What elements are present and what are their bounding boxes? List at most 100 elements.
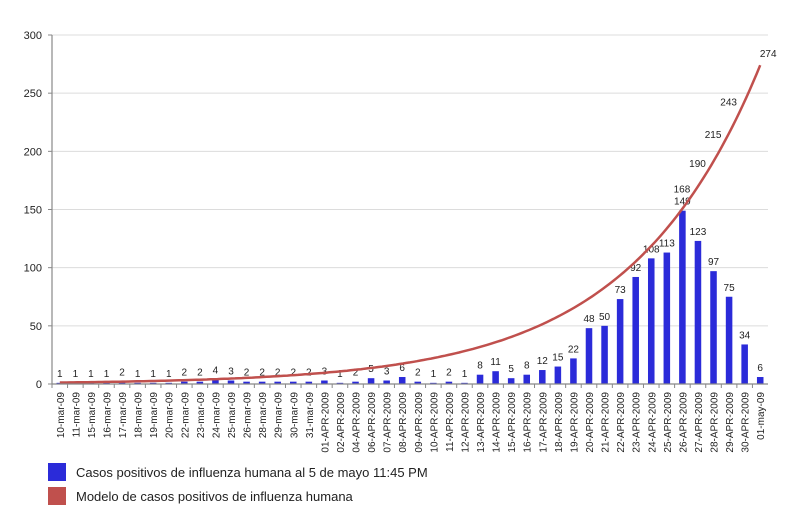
y-tick-label: 150 [24,205,42,217]
x-tick-label: 16-APR-2009 [523,392,534,453]
bar [601,325,608,384]
x-tick-label: 11-mar-09 [71,392,82,438]
bar-value-label: 1 [135,369,141,380]
legend-swatch-red [48,487,66,505]
bar-value-label: 5 [508,364,514,375]
bar [679,210,686,384]
bar [181,381,188,384]
x-tick-label: 23-mar-09 [196,392,207,439]
x-tick-label: 19-APR-2009 [569,392,580,453]
bar-value-label: 34 [739,330,751,341]
bar-value-label: 149 [674,197,691,208]
bar-series [56,210,764,384]
x-tick-label: 02-APR-2009 [336,392,347,453]
y-tick-label: 200 [24,146,42,158]
y-tick-label: 300 [24,30,42,42]
bar [398,377,406,384]
y-tick-label: 100 [24,263,42,275]
bar [647,258,655,384]
bar [585,328,593,384]
bar [694,240,702,384]
bar-value-label: 1 [166,369,172,380]
bar [227,380,235,384]
x-tick-label: 11-APR-2009 [445,392,456,452]
bar [258,381,266,384]
bar-value-label: 12 [537,356,549,367]
bar [632,276,639,384]
legend-item-cases: Casos positivos de influenza humana al 5… [48,460,428,484]
bar [725,296,733,384]
bar-value-label: 2 [415,368,421,379]
y-tick-label: 250 [24,88,42,100]
bar [570,358,577,384]
model-curve [59,64,762,384]
bar-value-label: 2 [197,368,203,379]
x-tick-label: 08-APR-2009 [398,392,409,453]
bar-value-label: 50 [599,312,611,323]
bar-value-label: 8 [524,361,530,372]
bar-data-labels: 1 1 1 1 2 1 1 1 2 2 4 3 2 2 2 2 2 3 1 2 5 3 6 2 1 2 18 115 8 12 152248… [57,197,763,380]
x-tick-label: 22-APR-2009 [616,392,627,453]
bar-value-label: 1 [104,369,110,380]
bar-value-label: 2 [244,368,250,379]
line-value-label: 243 [720,97,737,108]
x-tick-label: 01-APR-2009 [320,392,331,453]
x-tick-label: 10-mar-09 [56,392,67,439]
x-tick-label: 23-APR-2009 [632,392,643,453]
gridlines [52,34,768,327]
x-tick-label: 17-APR-2009 [538,392,549,453]
bar [383,380,390,384]
x-tick-label: 10-APR-2009 [429,392,440,453]
bar [616,299,624,384]
bar-value-label: 22 [568,344,580,355]
bar-value-label: 4 [213,365,219,376]
bar-value-label: 2 [119,368,125,379]
bar-value-label: 97 [708,257,720,268]
x-tick-label: 31-mar-09 [305,392,316,439]
x-tick-label: 26-mar-09 [243,392,254,439]
x-tick-label: 27-APR-2009 [694,392,705,453]
x-tick-label: 01-may-09 [756,392,767,440]
bar [305,381,313,384]
x-axis: 10-mar-09 11-mar-09 15-mar-09 16-mar-09 17-m… [51,383,768,453]
x-tick-label: 28-APR-2009 [710,392,721,453]
x-tick-label: 14-APR-2009 [492,392,503,453]
bar-value-label: 73 [615,285,627,296]
x-tick-label: 29-mar-09 [274,392,285,439]
bar-value-label: 1 [73,369,79,380]
bar [741,344,748,384]
y-tick-label: 50 [30,321,42,333]
x-tick-label: 22-mar-09 [180,392,191,439]
x-tick-label: 04-APR-2009 [352,392,363,453]
y-axis: 0 50 100 150 200 250 300 [24,30,53,391]
bar-value-label: 1 [431,369,437,380]
legend-label: Casos positivos de influenza humana al 5… [76,464,428,480]
bar [367,378,375,384]
x-tick-label: 07-APR-2009 [383,392,394,453]
bar-value-label: 1 [150,369,156,380]
bar-value-label: 3 [384,367,390,378]
line-value-label: 215 [705,130,722,141]
x-tick-label: 24-mar-09 [211,392,222,439]
bar [196,381,204,384]
bar-value-label: 123 [690,227,707,238]
legend: Casos positivos de influenza humana al 5… [48,460,428,508]
bar-value-label: 2 [182,368,188,379]
bar-value-label: 75 [724,283,736,294]
y-tick-label: 0 [36,379,42,391]
bar [663,252,671,384]
bar [414,381,422,384]
x-tick-label: 17-mar-09 [118,392,129,439]
bar [507,378,515,384]
bar [710,271,717,384]
x-tick-label: 30-APR-2009 [741,392,752,453]
bar-value-label: 2 [259,368,265,379]
bar-value-label: 6 [399,363,405,374]
bar-value-label: 3 [228,367,234,378]
bar [352,381,359,384]
bar-value-label: 8 [477,361,483,372]
bar-value-label: 113 [659,239,675,250]
bar [476,374,484,384]
x-tick-label: 28-mar-09 [258,392,269,439]
